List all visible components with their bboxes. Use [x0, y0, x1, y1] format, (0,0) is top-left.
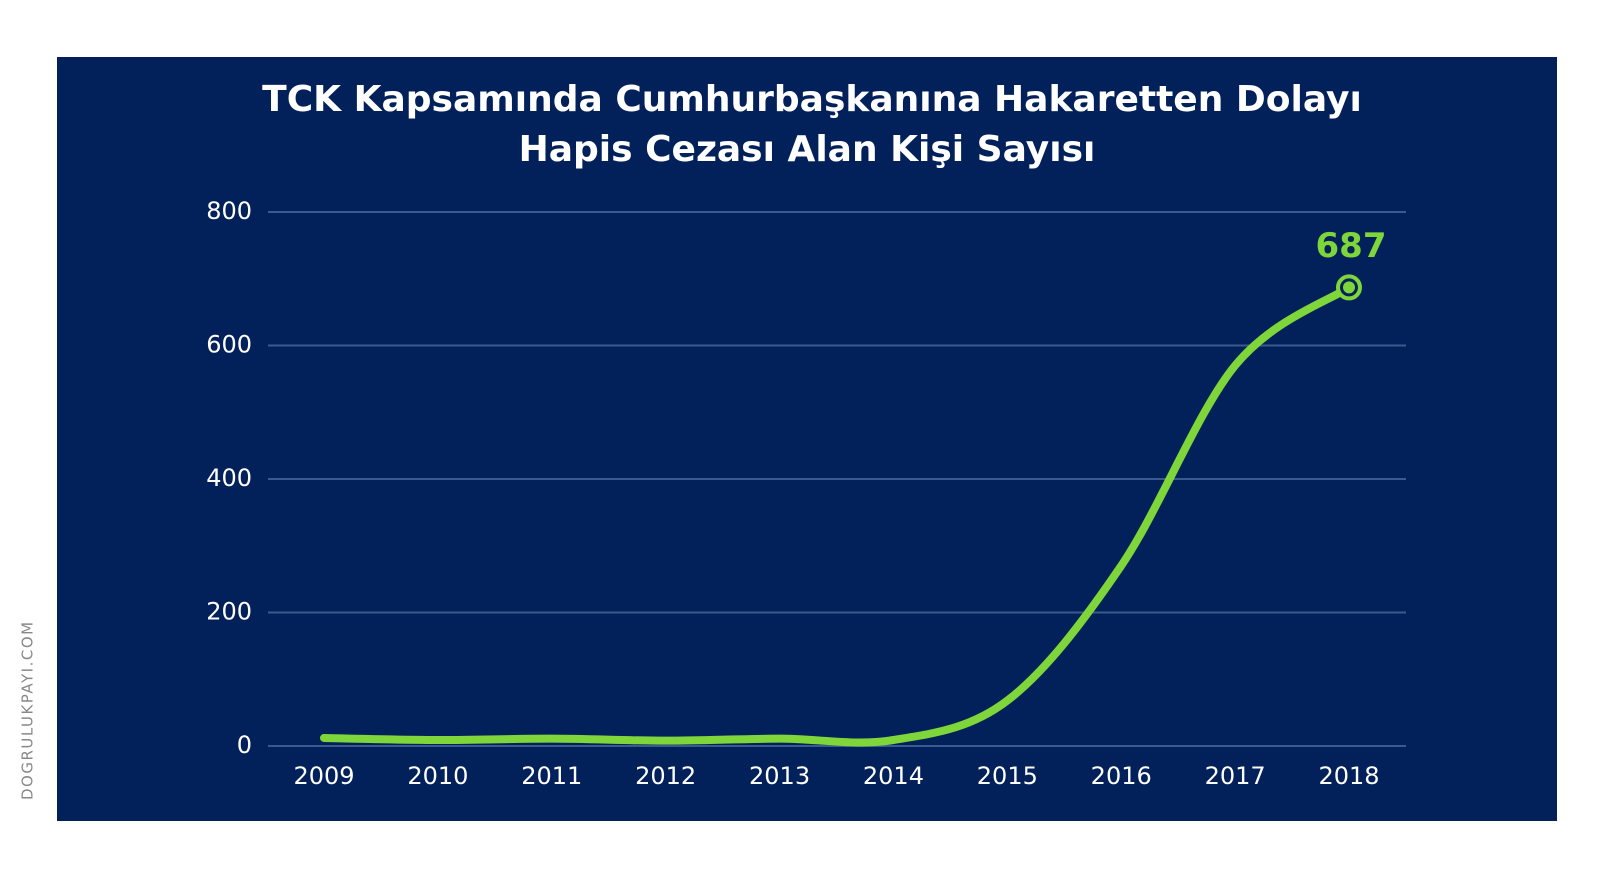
plot-area: 0 200 400 600 800 2009 2010 2011 2012 2013 2014 201… [206, 197, 1406, 790]
data-label: 687 [1316, 226, 1387, 266]
y-tick-label: 400 [206, 464, 252, 492]
x-tick-label: 2012 [635, 762, 696, 790]
x-tick-label: 2013 [749, 762, 810, 790]
x-tick-label: 2017 [1205, 762, 1266, 790]
watermark: DOGRULUKPAYI.COM [19, 620, 37, 800]
y-tick-label: 600 [206, 331, 252, 359]
y-tick-label: 0 [237, 731, 252, 759]
x-tick-label: 2018 [1318, 762, 1379, 790]
x-tick-label: 2009 [293, 762, 354, 790]
chart-background [57, 57, 1557, 821]
chart-title: TCK Kapsamında Cumhurbaşkanına Hakarette… [262, 79, 1362, 120]
x-tick-label: 2015 [977, 762, 1038, 790]
x-tick-label: 2010 [407, 762, 468, 790]
y-tick-label: 800 [206, 197, 252, 225]
y-tick-label: 200 [206, 598, 252, 626]
x-tick-label: 2011 [521, 762, 582, 790]
x-tick-label: 2014 [863, 762, 924, 790]
chart-subtitle: Hapis Cezası Alan Kişi Sayısı [519, 129, 1096, 170]
x-tick-label: 2016 [1091, 762, 1152, 790]
data-line [320, 283, 1353, 747]
data-point [1343, 281, 1355, 294]
